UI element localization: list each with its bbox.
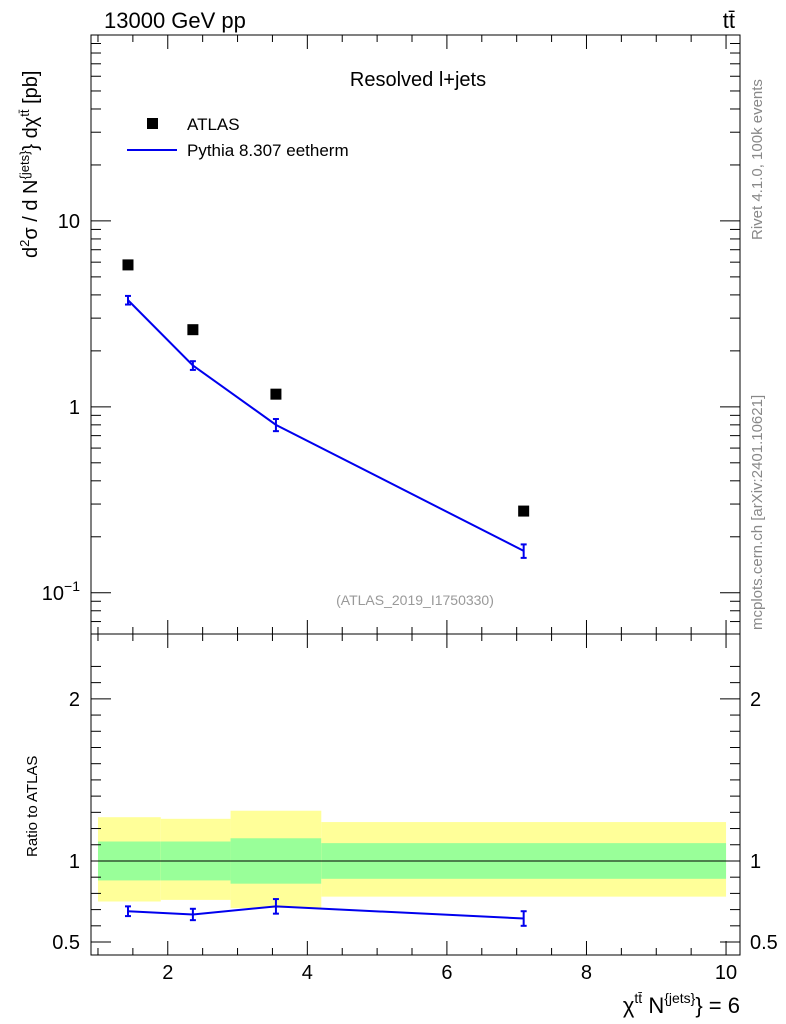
- ratio-y-tick-label-right: 0.5: [750, 932, 778, 954]
- legend-pythia-label: Pythia 8.307 eetherm: [187, 141, 349, 160]
- chart-title: Resolved l+jets: [350, 69, 486, 91]
- ratio-bands: [91, 810, 740, 908]
- ratio-axes: 2 4 6 8 10 0.5 0.5 1 1 2 2: [52, 633, 778, 984]
- source-label: mcplots.cern.ch [arXiv:2401.10621]: [749, 395, 766, 630]
- y-tick-label: 10−1: [42, 578, 80, 605]
- header-left: 13000 GeV pp: [104, 8, 246, 33]
- legend-atlas-label: ATLAS: [187, 115, 240, 134]
- atlas-point: [187, 324, 199, 336]
- ratio-y-tick-label-left: 2: [69, 689, 80, 711]
- ratio-y-tick-label-left: 0.5: [52, 932, 80, 954]
- x-tick-label: 10: [715, 962, 737, 984]
- header-right: tt̄: [723, 8, 735, 33]
- atlas-point: [270, 388, 282, 400]
- ratio-pythia-line: [127, 905, 524, 920]
- atlas-point: [518, 505, 530, 517]
- ratio-series: [124, 898, 527, 927]
- main-series: [122, 259, 530, 559]
- y-tick-label: 1: [69, 397, 80, 419]
- analysis-label: (ATLAS_2019_I1750330): [336, 592, 494, 608]
- y-tick-label: 10: [58, 211, 80, 233]
- pythia-line: [127, 299, 525, 552]
- ratio-y-tick-label-right: 2: [750, 689, 761, 711]
- rivet-label: Rivet 4.1.0, 100k events: [749, 79, 766, 240]
- y-axis-label: d2σ / d N{jets}} dχtt̄ [pb]: [17, 71, 42, 258]
- legend-atlas-marker: [147, 118, 158, 129]
- x-tick-label: 8: [581, 962, 592, 984]
- x-tick-label: 4: [302, 962, 313, 984]
- ratio-y-tick-label-left: 1: [69, 851, 80, 873]
- ratio-y-tick-label-right: 1: [750, 851, 761, 873]
- ratio-y-label: Ratio to ATLAS: [24, 756, 41, 857]
- ratio-frame: [90, 633, 741, 956]
- x-axis-label: χtt̄ N{jets}} = 6: [623, 990, 740, 1018]
- main-axes: 10−1 1 10: [42, 34, 741, 635]
- x-tick-label: 2: [162, 962, 173, 984]
- atlas-point: [122, 259, 134, 271]
- x-tick-label: 6: [441, 962, 452, 984]
